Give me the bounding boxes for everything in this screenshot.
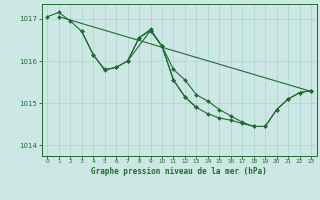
X-axis label: Graphe pression niveau de la mer (hPa): Graphe pression niveau de la mer (hPa) bbox=[91, 167, 267, 176]
